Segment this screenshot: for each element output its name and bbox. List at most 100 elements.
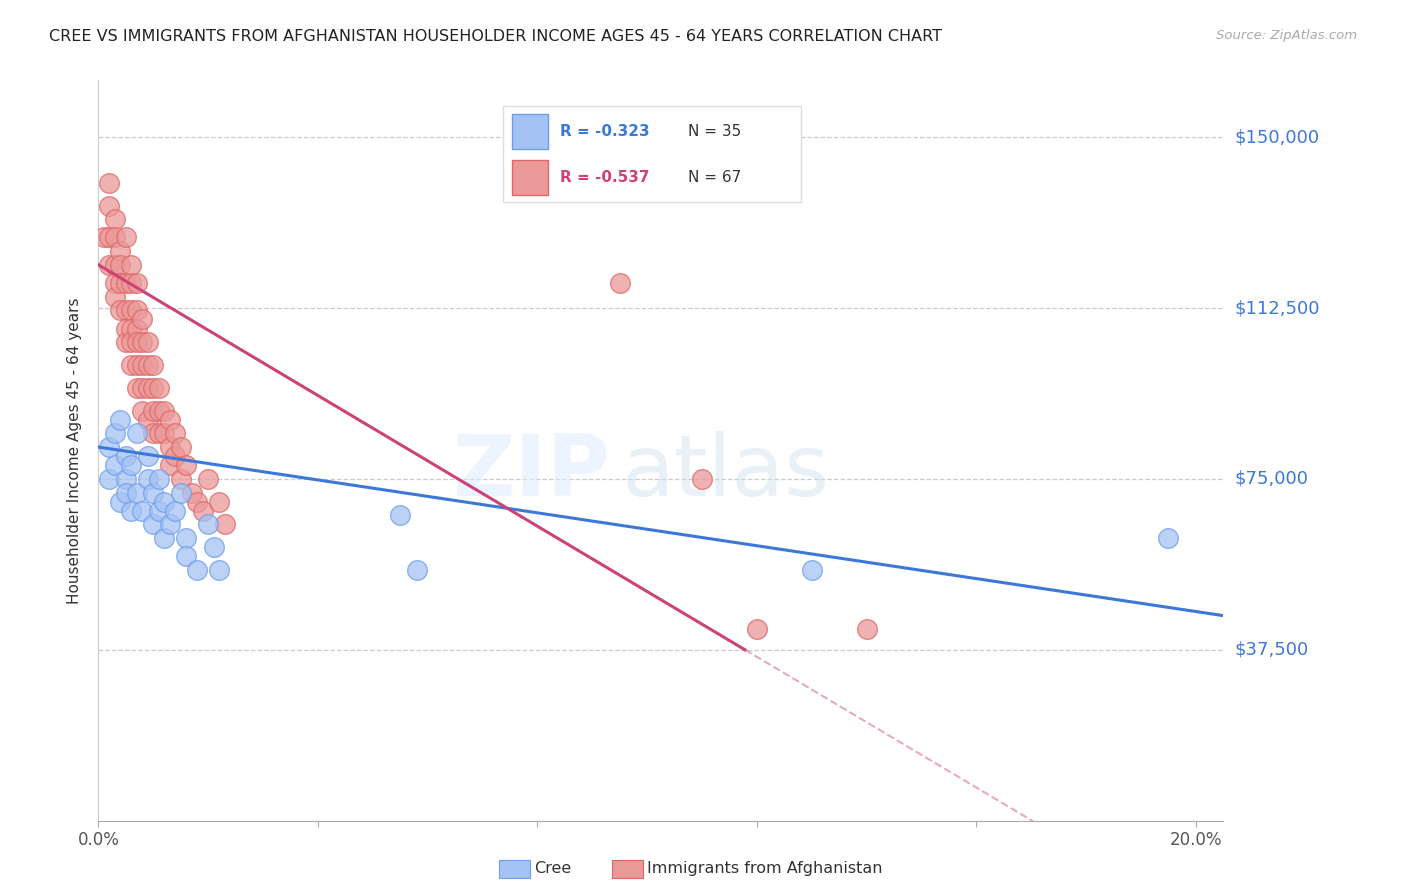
Point [110, 494, 132, 508]
Point [131, 358, 153, 372]
Point [110, 258, 132, 272]
Point [125, 303, 148, 318]
Text: $150,000: $150,000 [1234, 128, 1319, 146]
Point [125, 358, 148, 372]
Point [159, 517, 181, 532]
Point [98, 176, 121, 190]
Point [120, 276, 142, 290]
Point [208, 563, 231, 577]
Point [142, 403, 165, 417]
Point [159, 458, 181, 473]
Text: ZIP: ZIP [453, 431, 610, 514]
Point [690, 472, 713, 486]
Point [120, 458, 142, 473]
Text: CREE VS IMMIGRANTS FROM AFGHANISTAN HOUSEHOLDER INCOME AGES 45 - 64 YEARS CORREL: CREE VS IMMIGRANTS FROM AFGHANISTAN HOUS… [49, 29, 942, 44]
Point [153, 531, 176, 545]
Y-axis label: Householder Income Ages 45 - 64 years: Householder Income Ages 45 - 64 years [67, 297, 83, 604]
Point [855, 622, 877, 636]
Point [110, 244, 132, 259]
Point [120, 321, 142, 335]
Point [120, 335, 142, 350]
Text: Cree: Cree [534, 862, 571, 876]
Point [104, 276, 127, 290]
Point [125, 485, 148, 500]
Point [110, 413, 132, 427]
Point [98, 230, 121, 244]
Point [1157, 531, 1180, 545]
Point [131, 381, 153, 395]
Point [104, 458, 127, 473]
Point [136, 381, 159, 395]
Text: Immigrants from Afghanistan: Immigrants from Afghanistan [647, 862, 882, 876]
Point [136, 449, 159, 463]
Point [115, 449, 138, 463]
Text: atlas: atlas [621, 431, 830, 514]
Point [142, 381, 165, 395]
Point [186, 494, 208, 508]
Point [93, 230, 115, 244]
Point [165, 504, 187, 518]
Text: $112,500: $112,500 [1234, 299, 1320, 317]
Point [165, 449, 187, 463]
Point [125, 381, 148, 395]
Point [115, 485, 138, 500]
Point [115, 276, 138, 290]
Point [125, 335, 148, 350]
Point [115, 303, 138, 318]
Point [115, 321, 138, 335]
Point [142, 485, 165, 500]
Point [148, 426, 170, 441]
Point [104, 212, 127, 227]
Point [104, 258, 127, 272]
Point [131, 312, 153, 326]
Point [170, 472, 193, 486]
Point [153, 403, 176, 417]
Point [174, 458, 197, 473]
Point [405, 563, 427, 577]
Point [214, 517, 236, 532]
Text: Source: ZipAtlas.com: Source: ZipAtlas.com [1216, 29, 1357, 42]
Point [131, 403, 153, 417]
Point [174, 531, 197, 545]
Point [170, 440, 193, 454]
Point [115, 472, 138, 486]
Point [197, 517, 219, 532]
Point [136, 472, 159, 486]
Point [115, 335, 138, 350]
Point [153, 494, 176, 508]
Point [104, 230, 127, 244]
Point [104, 290, 127, 304]
Point [142, 426, 165, 441]
Point [165, 426, 187, 441]
Point [131, 504, 153, 518]
Text: $75,000: $75,000 [1234, 470, 1309, 488]
Point [120, 258, 142, 272]
Point [120, 303, 142, 318]
Point [125, 426, 148, 441]
Point [136, 335, 159, 350]
Point [110, 276, 132, 290]
Point [110, 303, 132, 318]
Point [197, 472, 219, 486]
Point [148, 403, 170, 417]
Point [115, 230, 138, 244]
Point [98, 472, 121, 486]
Point [609, 276, 631, 290]
Point [186, 563, 208, 577]
Point [170, 485, 193, 500]
Point [174, 549, 197, 564]
Point [136, 358, 159, 372]
Text: $37,500: $37,500 [1234, 640, 1309, 659]
Point [125, 276, 148, 290]
Point [98, 198, 121, 212]
Point [159, 413, 181, 427]
Point [202, 541, 225, 555]
Point [745, 622, 768, 636]
Point [98, 258, 121, 272]
Point [180, 485, 202, 500]
Point [191, 504, 214, 518]
Point [120, 504, 142, 518]
Point [389, 508, 412, 523]
Point [142, 517, 165, 532]
Point [98, 440, 121, 454]
